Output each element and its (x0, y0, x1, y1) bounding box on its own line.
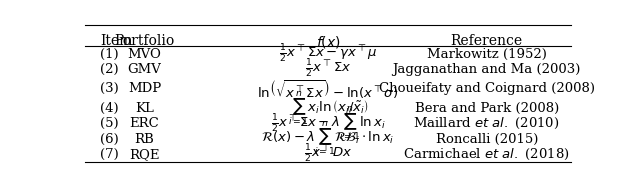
Text: Jagganathan and Ma (2003): Jagganathan and Ma (2003) (392, 63, 581, 76)
Text: $\ln\!\left(\sqrt{x^\top\Sigma x}\right) - \ln\!\left(x^\top\sigma\right)$: $\ln\!\left(\sqrt{x^\top\Sigma x}\right)… (257, 78, 399, 100)
Text: $\frac{1}{2}x^\top\Sigma x$: $\frac{1}{2}x^\top\Sigma x$ (305, 58, 351, 80)
Text: Markowitz (1952): Markowitz (1952) (427, 48, 547, 60)
Text: Portfolio: Portfolio (115, 34, 175, 48)
Text: GMV: GMV (127, 63, 161, 76)
Text: ERC: ERC (130, 117, 159, 130)
Text: (7): (7) (100, 148, 118, 161)
Text: (1): (1) (100, 48, 118, 60)
Text: $\sum_{i=1}^{n} x_i \ln\left(x_i/\tilde{x}_i\right)$: $\sum_{i=1}^{n} x_i \ln\left(x_i/\tilde{… (287, 90, 369, 128)
Text: (6): (6) (100, 132, 118, 146)
Text: KL: KL (135, 102, 154, 115)
Text: $\mathcal{R}\left(x\right) - \lambda\sum_{i=1}^{n}\mathcal{R}\mathcal{B}_i \cdot: $\mathcal{R}\left(x\right) - \lambda\sum… (261, 120, 395, 158)
Text: (4): (4) (100, 102, 118, 115)
Text: $\frac{1}{2}x^\top\Sigma x - \gamma x^\top\mu$: $\frac{1}{2}x^\top\Sigma x - \gamma x^\t… (278, 43, 378, 65)
Text: MDP: MDP (128, 83, 161, 95)
Text: (5): (5) (100, 117, 118, 130)
Text: MVO: MVO (127, 48, 161, 60)
Text: $\frac{1}{2}x^\top D x$: $\frac{1}{2}x^\top D x$ (304, 143, 352, 165)
Text: Item: Item (100, 34, 132, 48)
Text: Carmichael $et$ $al.$ (2018): Carmichael $et$ $al.$ (2018) (403, 147, 570, 162)
Text: RQE: RQE (129, 148, 160, 161)
Text: RB: RB (134, 132, 154, 146)
Text: Bera and Park (2008): Bera and Park (2008) (415, 102, 559, 115)
Text: Reference: Reference (451, 34, 523, 48)
Text: $f\left(x\right)$: $f\left(x\right)$ (316, 34, 340, 50)
Text: (3): (3) (100, 83, 118, 95)
Text: Choueifaty and Coignard (2008): Choueifaty and Coignard (2008) (379, 83, 595, 95)
Text: $\frac{1}{2}x^\top\Sigma x - \lambda\sum_{i=1}^{n} \ln x_i$: $\frac{1}{2}x^\top\Sigma x - \lambda\sum… (271, 105, 385, 143)
Text: Maillard $et$ $al.$ (2010): Maillard $et$ $al.$ (2010) (413, 116, 560, 131)
Text: (2): (2) (100, 63, 118, 76)
Text: Roncalli (2015): Roncalli (2015) (436, 132, 538, 146)
